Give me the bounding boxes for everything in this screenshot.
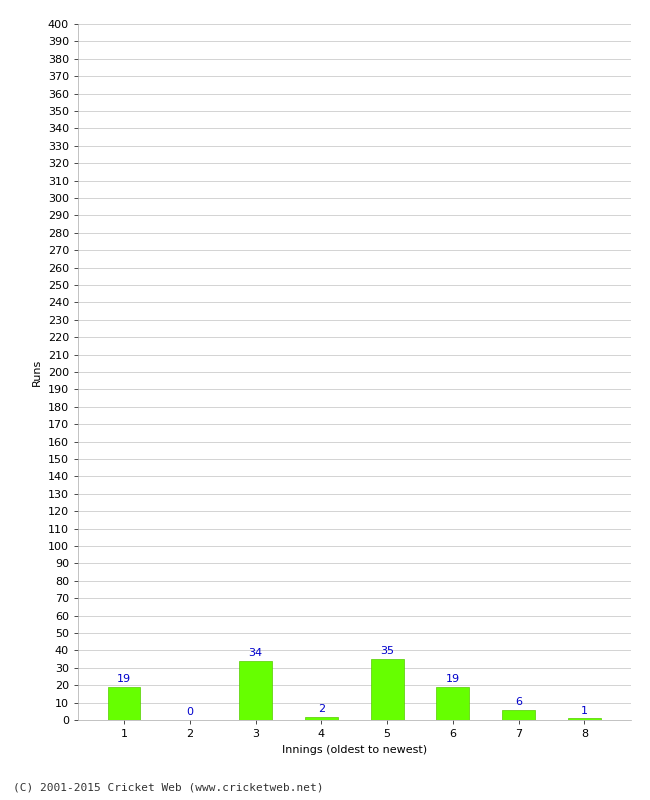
Text: 6: 6	[515, 697, 522, 707]
Text: 19: 19	[117, 674, 131, 684]
Bar	[370, 659, 404, 720]
X-axis label: Innings (oldest to newest): Innings (oldest to newest)	[281, 745, 427, 754]
Bar	[436, 687, 469, 720]
Bar	[305, 717, 338, 720]
Text: (C) 2001-2015 Cricket Web (www.cricketweb.net): (C) 2001-2015 Cricket Web (www.cricketwe…	[13, 782, 324, 792]
Bar	[239, 661, 272, 720]
Text: 35: 35	[380, 646, 394, 657]
Text: 34: 34	[248, 648, 263, 658]
Bar	[108, 687, 140, 720]
Bar	[568, 718, 601, 720]
Text: 19: 19	[446, 674, 460, 684]
Text: 0: 0	[187, 707, 193, 718]
Y-axis label: Runs: Runs	[32, 358, 42, 386]
Bar	[502, 710, 535, 720]
Text: 1: 1	[581, 706, 588, 716]
Text: 2: 2	[318, 704, 325, 714]
